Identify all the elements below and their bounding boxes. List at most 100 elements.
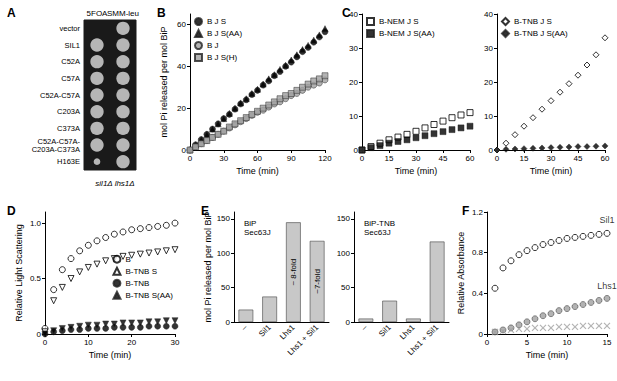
svg-text:15: 15: [385, 154, 394, 163]
svg-text:~ 8-fold: ~ 8-fold: [289, 259, 298, 286]
svg-text:Sil1: Sil1: [257, 322, 273, 338]
svg-text:sil1Δ lhs1Δ: sil1Δ lhs1Δ: [95, 179, 134, 188]
svg-text:15: 15: [520, 154, 529, 163]
svg-text:0: 0: [479, 330, 484, 339]
svg-text:Lhs1 + Sil1: Lhs1 + Sil1: [286, 322, 321, 357]
svg-text:Sil1: Sil1: [599, 215, 614, 225]
svg-text:0: 0: [485, 338, 490, 347]
svg-text:B: B: [125, 255, 130, 264]
svg-text:BiP-TNB: BiP-TNB: [364, 219, 395, 228]
svg-text:–: –: [360, 322, 370, 332]
svg-text:10: 10: [563, 338, 572, 347]
svg-text:B J: B J: [207, 41, 219, 50]
svg-text:~7-fold: ~7-fold: [313, 269, 322, 294]
svg-text:1.0: 1.0: [30, 219, 42, 228]
svg-text:C52A: C52A: [61, 57, 80, 66]
svg-text:0: 0: [354, 146, 359, 155]
svg-text:30: 30: [484, 44, 493, 53]
svg-text:15: 15: [603, 338, 612, 347]
svg-text:0: 0: [226, 318, 231, 327]
svg-text:10: 10: [84, 338, 93, 347]
svg-text:0: 0: [495, 154, 500, 163]
svg-text:60: 60: [253, 154, 262, 163]
svg-text:20: 20: [127, 338, 136, 347]
svg-text:5: 5: [525, 338, 530, 347]
svg-text:100: 100: [337, 249, 351, 258]
svg-text:30: 30: [349, 44, 358, 53]
svg-text:45: 45: [574, 154, 583, 163]
svg-text:SMM-leu: SMM-leu: [107, 9, 139, 18]
svg-text:45: 45: [439, 154, 448, 163]
svg-text:0: 0: [43, 338, 48, 347]
svg-text:60: 60: [466, 154, 475, 163]
svg-text:C52A-C57A: C52A-C57A: [40, 91, 80, 100]
svg-text:B-NEM J S: B-NEM J S: [379, 17, 419, 26]
svg-text:B-TNB: B-TNB: [125, 279, 149, 288]
svg-text:10: 10: [349, 112, 358, 121]
svg-text:1.2: 1.2: [472, 208, 484, 217]
svg-text:20: 20: [177, 104, 186, 113]
svg-text:0: 0: [182, 146, 187, 155]
svg-text:Lhs1: Lhs1: [597, 281, 617, 291]
svg-text:B-TNB J S(AA): B-TNB J S(AA): [514, 29, 568, 38]
svg-text:H163E: H163E: [57, 157, 80, 166]
svg-text:30: 30: [219, 154, 228, 163]
svg-text:0: 0: [188, 154, 193, 163]
svg-text:30: 30: [412, 154, 421, 163]
svg-text:50: 50: [341, 283, 350, 292]
svg-text:40: 40: [177, 62, 186, 71]
svg-text:10: 10: [484, 112, 493, 121]
svg-text:D: D: [7, 204, 16, 218]
svg-text:Time (min): Time (min): [395, 166, 438, 176]
svg-text:Sec63J: Sec63J: [244, 228, 271, 237]
svg-text:Time (min): Time (min): [526, 350, 569, 360]
svg-text:100: 100: [217, 249, 231, 258]
svg-text:Sil1: Sil1: [377, 322, 393, 338]
svg-text:Lhs1: Lhs1: [278, 322, 297, 341]
svg-text:B-NEM J S(AA): B-NEM J S(AA): [379, 29, 435, 38]
svg-text:B: B: [157, 6, 166, 20]
svg-text:0.4: 0.4: [472, 289, 484, 298]
svg-text:B-TNB J S: B-TNB J S: [514, 17, 552, 26]
svg-text:0.5: 0.5: [30, 274, 42, 283]
svg-text:C373A: C373A: [57, 124, 80, 133]
svg-text:Relative Absorbance: Relative Absorbance: [456, 232, 466, 315]
svg-text:C203A: C203A: [57, 107, 80, 116]
svg-text:0: 0: [360, 154, 365, 163]
svg-text:60: 60: [601, 154, 610, 163]
svg-text:0: 0: [37, 330, 42, 339]
svg-text:Time (min): Time (min): [89, 350, 132, 360]
svg-text:C203A-C373A: C203A-C373A: [32, 145, 80, 154]
svg-text:150: 150: [337, 214, 351, 223]
svg-text:30: 30: [547, 154, 556, 163]
svg-text:30: 30: [171, 338, 180, 347]
svg-text:5FOA: 5FOA: [87, 9, 109, 18]
svg-text:Lhs1 + Sil1: Lhs1 + Sil1: [406, 322, 441, 357]
svg-text:Time (min): Time (min): [530, 166, 573, 176]
svg-text:60: 60: [177, 20, 186, 29]
svg-text:C: C: [342, 6, 351, 20]
svg-text:SIL1: SIL1: [65, 41, 80, 50]
svg-text:BiP: BiP: [244, 219, 256, 228]
svg-text:F: F: [462, 204, 469, 218]
svg-text:Time (min): Time (min): [236, 166, 279, 176]
svg-text:40: 40: [484, 10, 493, 19]
svg-text:50: 50: [221, 283, 230, 292]
svg-text:0: 0: [346, 318, 351, 327]
svg-text:–: –: [240, 322, 250, 332]
svg-text:0: 0: [489, 146, 494, 155]
svg-text:B-TNB S: B-TNB S: [125, 267, 157, 276]
svg-text:Lhs1: Lhs1: [398, 322, 417, 341]
svg-text:20: 20: [349, 78, 358, 87]
svg-text:Relative Light Scattering: Relative Light Scattering: [14, 224, 24, 322]
svg-text:0.8: 0.8: [472, 248, 484, 257]
svg-text:B J S: B J S: [207, 17, 226, 26]
svg-text:Sec63J: Sec63J: [364, 228, 391, 237]
svg-text:mol Pi released per mol BiP: mol Pi released per mol BiP: [159, 26, 169, 137]
svg-text:mol Pi released per mol BiP: mol Pi released per mol BiP: [203, 211, 213, 322]
svg-text:150: 150: [217, 214, 231, 223]
svg-text:B J S(AA): B J S(AA): [207, 29, 242, 38]
svg-text:vector: vector: [60, 24, 81, 33]
svg-text:B-TNB S(AA): B-TNB S(AA): [125, 291, 173, 300]
svg-text:20: 20: [484, 78, 493, 87]
